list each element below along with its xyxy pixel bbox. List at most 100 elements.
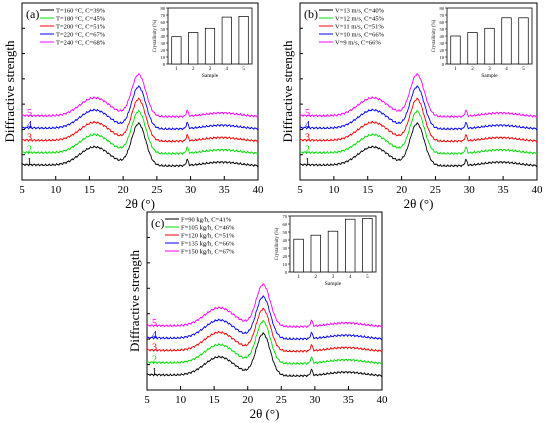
inset-bar-5: [238, 16, 249, 65]
series-label-1: 1: [27, 157, 32, 168]
inset-bar-1: [171, 36, 182, 65]
inset-x-tick-label: 5: [366, 275, 369, 280]
x-tick-label: 40: [377, 394, 389, 406]
x-tick-label: 10: [175, 394, 187, 406]
series-label-3: 3: [305, 132, 310, 143]
inset-y-tick-label: 10: [440, 55, 445, 60]
inset-bar-4: [221, 16, 232, 65]
inset-y-tick-label: 10: [161, 55, 166, 60]
legend-entry-5: F=150 kg/h, C=67%: [181, 249, 235, 256]
inset-x-tick-label: 4: [505, 67, 508, 72]
inset-y-tick-label: 60: [283, 222, 288, 227]
x-tick-label: 35: [219, 184, 231, 196]
series-line-1: [21, 122, 259, 168]
inset-bar-chart: 0 10 20 30 40 50 60 70 80 1 2 3 4 5 Sample Crystallinit…: [153, 6, 253, 79]
inset-y-tick-label: 20: [283, 254, 288, 259]
series-line-5: [21, 72, 259, 119]
inset-y-tick-label: 0: [442, 62, 445, 67]
x-tick-label: 35: [343, 394, 355, 406]
legend-entry-2: V=12 m/s, C=45%: [335, 16, 385, 23]
series-line-4: [299, 85, 538, 131]
inset-y-tick-label: 40: [283, 238, 288, 243]
x-tick-label: 30: [464, 184, 476, 196]
panel-label: (c): [151, 216, 164, 230]
legend-entry-1: V=13 m/s, C=40%: [335, 8, 385, 15]
legend-entry-1: T=160 °C, C=39%: [56, 8, 106, 15]
series-line-3: [146, 307, 383, 353]
inset-y-tick-label: 0: [285, 270, 288, 275]
series-line-2: [146, 319, 383, 366]
inset-x-axis-label: Sample: [481, 73, 498, 79]
inset-y-axis-label: Crystallinity (%): [432, 19, 437, 52]
inset-x-tick-label: 1: [454, 67, 457, 72]
panel-label: (a): [26, 7, 39, 21]
inset-x-tick-label: 3: [209, 67, 212, 72]
y-axis-label: Diffractive strength: [127, 250, 142, 352]
x-tick-label: 30: [185, 184, 197, 196]
inset-y-tick-label: 80: [440, 6, 445, 11]
x-tick-label: 20: [118, 184, 130, 196]
inset-x-tick-label: 1: [175, 67, 178, 72]
inset-y-tick-label: 40: [161, 34, 166, 39]
series-label-1: 1: [152, 367, 157, 378]
x-tick-label: 5: [144, 394, 150, 406]
inset-y-tick-label: 10: [283, 262, 288, 267]
inset-y-tick-label: 40: [440, 34, 445, 39]
inset-y-tick-label: 30: [440, 41, 445, 46]
inset-bar-chart: 0 10 20 30 40 50 60 70 80 1 2 3 4 5 Sample Crystallinit…: [432, 6, 533, 79]
x-tick-label: 15: [209, 394, 221, 406]
inset-y-tick-label: 20: [440, 48, 445, 53]
x-axis-label: 2θ (°): [404, 196, 434, 211]
series-line-2: [299, 109, 538, 156]
x-tick-label: 25: [430, 184, 442, 196]
x-axis-label: 2θ (°): [250, 406, 280, 421]
x-tick-label: 40: [253, 184, 265, 196]
inset-y-tick-label: 30: [283, 246, 288, 251]
inset-y-tick-label: 20: [161, 48, 166, 53]
legend-entry-3: F=120 kg/h, C=51%: [181, 233, 235, 240]
x-tick-label: 30: [309, 394, 321, 406]
inset-x-axis-label: Sample: [202, 73, 219, 79]
x-tick-label: 10: [50, 184, 62, 196]
inset-bar-5: [362, 218, 373, 273]
x-tick-label: 40: [532, 184, 544, 196]
series-label-3: 3: [152, 342, 157, 353]
x-tick-label: 20: [396, 184, 408, 196]
inset-x-tick-label: 2: [471, 67, 474, 72]
legend-entry-3: V=11 m/s, C=51%: [335, 24, 384, 31]
series-line-5: [146, 282, 383, 329]
inset-y-tick-label: 50: [440, 27, 445, 32]
inset-x-tick-label: 4: [226, 67, 229, 72]
inset-bar-3: [327, 230, 339, 273]
inset-bar-4: [501, 17, 512, 65]
series-line-1: [146, 332, 383, 378]
inset-bar-2: [467, 32, 478, 65]
x-tick-label: 5: [19, 184, 25, 196]
inset-bar-3: [204, 27, 216, 65]
x-tick-label: 20: [242, 394, 254, 406]
plot-frame: [299, 2, 538, 181]
inset-y-axis-label: Crystallinity (%): [153, 19, 158, 52]
inset-bar-1: [293, 238, 304, 273]
series-label-2: 2: [27, 145, 32, 156]
chart-panel-3: 1 2 3 4 5 5 10 15 20 25 30 35 40 2θ (°) Diffractive st…: [127, 211, 389, 421]
x-tick-label: 10: [328, 184, 340, 196]
inset-bar-1: [450, 35, 461, 65]
legend-entry-2: F=105 kg/h, C=46%: [181, 225, 235, 232]
inset-x-tick-label: 4: [349, 275, 352, 280]
legend-entry-4: F=135 kg/h, C=66%: [181, 241, 235, 248]
inset-x-tick-label: 5: [522, 67, 525, 72]
legend-entry-4: T=220 °C, C=67%: [56, 32, 106, 39]
legend-entry-4: V=10 m/s, C=66%: [335, 32, 385, 39]
panel-label: (b): [304, 7, 318, 21]
x-tick-label: 25: [276, 394, 288, 406]
inset-bar-2: [188, 32, 199, 65]
inset-x-tick-label: 2: [315, 275, 318, 280]
series-line-5: [299, 72, 538, 119]
series-label-5: 5: [152, 318, 157, 329]
inset-x-axis-label: Sample: [325, 281, 342, 287]
inset-bar-chart: 0 10 20 30 40 50 60 70 1 2 3 4 5 Sample Crystallinity …: [275, 214, 377, 287]
inset-x-tick-label: 2: [192, 67, 195, 72]
inset-bar-4: [345, 218, 356, 273]
